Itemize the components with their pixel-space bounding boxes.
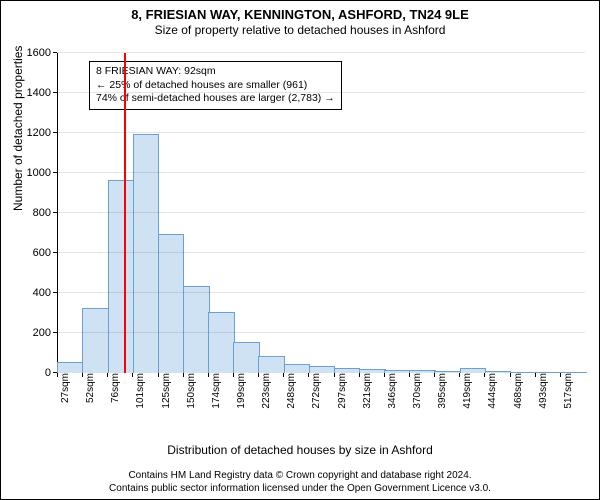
ytick-label: 800	[33, 207, 57, 219]
gridline	[57, 172, 585, 173]
xtick-label: 125sqm	[155, 373, 172, 409]
bar	[57, 362, 84, 373]
footer-line1: Contains HM Land Registry data © Crown c…	[1, 470, 599, 483]
chart-container: 8, FRIESIAN WAY, KENNINGTON, ASHFORD, TN…	[0, 0, 600, 500]
xtick-label: 223sqm	[255, 373, 272, 409]
gridline	[57, 292, 585, 293]
bar	[309, 366, 336, 373]
bar	[158, 234, 185, 373]
ytick-label: 400	[33, 287, 57, 299]
title-line2: Size of property relative to detached ho…	[1, 23, 599, 38]
bar	[183, 286, 210, 373]
title-block: 8, FRIESIAN WAY, KENNINGTON, ASHFORD, TN…	[1, 1, 599, 38]
marker-line	[124, 53, 126, 373]
xtick-label: 150sqm	[180, 373, 197, 409]
bar	[258, 356, 285, 373]
xtick-label: 101sqm	[130, 373, 147, 409]
footer-line2: Contains public sector information licen…	[1, 483, 599, 496]
ytick-label: 600	[33, 247, 57, 259]
bar	[208, 312, 235, 373]
ytick-label: 1600	[27, 47, 57, 59]
bar	[284, 364, 311, 373]
xtick-label: 174sqm	[205, 373, 222, 409]
xtick-label: 468sqm	[507, 373, 524, 409]
xtick-label: 199sqm	[230, 373, 247, 409]
gridline	[57, 52, 585, 53]
xtick-label: 272sqm	[306, 373, 323, 409]
xtick-label: 52sqm	[79, 373, 96, 403]
gridline	[57, 332, 585, 333]
bar	[233, 342, 260, 373]
xtick-label: 395sqm	[431, 373, 448, 409]
plot-area: 8 FRIESIAN WAY: 92sqm← 25% of detached h…	[57, 53, 585, 373]
xtick-label: 444sqm	[482, 373, 499, 409]
gridline	[57, 132, 585, 133]
xtick-label: 76sqm	[104, 373, 121, 403]
annotation-line: ← 25% of detached houses are smaller (96…	[96, 79, 335, 93]
xtick-label: 248sqm	[280, 373, 297, 409]
xtick-label: 297sqm	[331, 373, 348, 409]
bar	[108, 180, 135, 373]
xtick-label: 346sqm	[381, 373, 398, 409]
gridline	[57, 92, 585, 93]
x-axis-label: Distribution of detached houses by size …	[1, 443, 599, 457]
ytick-label: 200	[33, 327, 57, 339]
gridline	[57, 212, 585, 213]
ytick-label: 1400	[27, 87, 57, 99]
y-axis-label: Number of detached properties	[11, 46, 25, 211]
annotation-line: 8 FRIESIAN WAY: 92sqm	[96, 65, 335, 79]
gridline	[57, 252, 585, 253]
footer: Contains HM Land Registry data © Crown c…	[1, 470, 599, 495]
xtick-label: 517sqm	[557, 373, 574, 409]
title-line1: 8, FRIESIAN WAY, KENNINGTON, ASHFORD, TN…	[1, 7, 599, 23]
xtick-label: 493sqm	[532, 373, 549, 409]
xtick-label: 321sqm	[356, 373, 373, 409]
annotation-line: 74% of semi-detached houses are larger (…	[96, 92, 335, 106]
xtick-label: 27sqm	[54, 373, 71, 403]
ytick-label: 1000	[27, 167, 57, 179]
ytick-label: 1200	[27, 127, 57, 139]
xtick-label: 419sqm	[456, 373, 473, 409]
bar	[82, 308, 109, 373]
bar	[133, 134, 160, 373]
annotation-box: 8 FRIESIAN WAY: 92sqm← 25% of detached h…	[89, 61, 342, 110]
xtick-label: 370sqm	[406, 373, 423, 409]
